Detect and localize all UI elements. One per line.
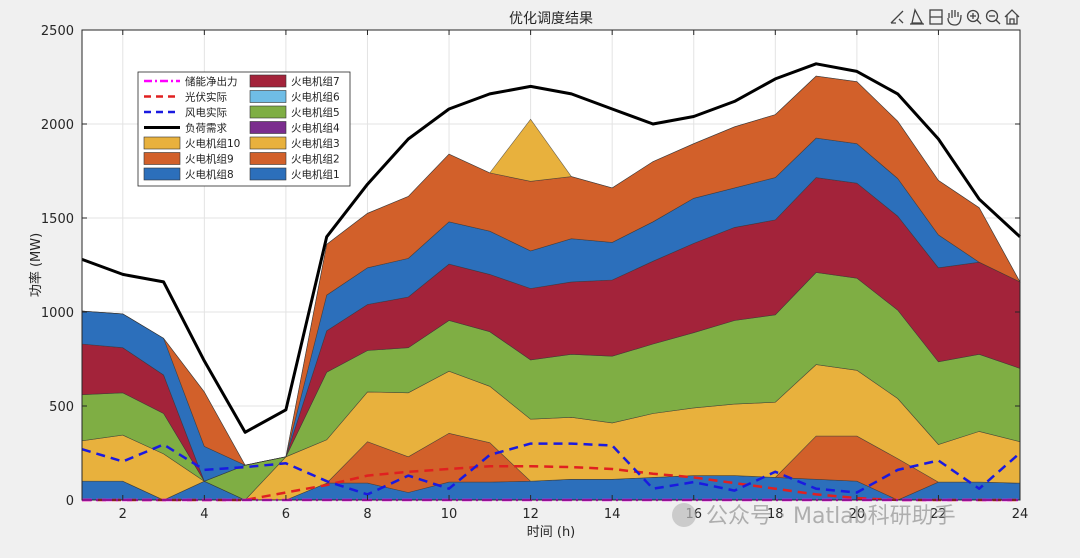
legend-label: 火电机组9 — [185, 153, 234, 166]
y-tick-label: 2500 — [41, 24, 74, 39]
legend-label: 火电机组7 — [291, 75, 340, 88]
x-tick-label: 22 — [930, 507, 947, 522]
legend-swatch — [249, 152, 287, 165]
x-tick-label: 14 — [604, 507, 621, 522]
y-tick-label: 1000 — [41, 306, 74, 321]
line-风电实际 — [81, 442, 1021, 496]
legend-swatch — [249, 121, 287, 134]
y-tick-label: 2000 — [41, 118, 74, 133]
legend-swatch — [249, 167, 287, 181]
line-负荷需求 — [81, 62, 1022, 434]
legend-label: 火电机组10 — [185, 137, 240, 150]
legend-swatch — [249, 74, 287, 88]
chart-title: 优化调度结果 — [509, 11, 593, 27]
rectangle-icon[interactable] — [929, 9, 943, 25]
watermark-text: 公众号 · Matlab科研助手 — [706, 504, 956, 529]
watermark: 公众号 · Matlab科研助手 — [672, 503, 956, 529]
x-tick-label: 18 — [767, 507, 784, 522]
x-tick-label: 12 — [522, 507, 539, 522]
legend-label: 火电机组4 — [291, 122, 340, 135]
legend-label: 储能净出力 — [185, 75, 238, 88]
legend-label: 火电机组8 — [185, 168, 234, 181]
legend-swatch — [143, 136, 181, 150]
legend-label: 负荷需求 — [185, 122, 227, 135]
legend-label: 火电机组5 — [291, 106, 340, 119]
legend-label: 光伏实际 — [185, 91, 227, 104]
home-icon[interactable] — [1004, 9, 1020, 25]
legend-swatch — [249, 105, 287, 119]
legend-swatch — [249, 136, 287, 150]
x-tick-label: 10 — [441, 507, 458, 522]
legend-label: 火电机组2 — [291, 153, 340, 166]
zoom-out-icon[interactable] — [985, 9, 1001, 25]
legend-label: 火电机组1 — [291, 168, 340, 181]
legend-swatch — [143, 167, 181, 181]
x-tick-label: 6 — [282, 507, 290, 522]
y-tick-label: 0 — [66, 494, 74, 509]
x-tick-label: 20 — [849, 507, 866, 522]
zoom-in-icon[interactable] — [966, 9, 982, 25]
axes-toolbar — [890, 8, 1020, 26]
legend-swatch — [143, 152, 181, 165]
x-tick-label: 2 — [119, 507, 127, 522]
legend-label: 火电机组6 — [291, 91, 340, 104]
datatip-icon[interactable] — [910, 8, 924, 25]
x-tick-label: 8 — [363, 507, 371, 522]
y-axis-ticks: 0 500 1000 1500 2000 2500 — [41, 24, 1020, 509]
y-axis-label: 功率 (MW) — [28, 233, 44, 297]
legend-swatch — [249, 90, 287, 103]
x-axis-label: 时间 (h) — [527, 525, 576, 540]
pan-hand-icon[interactable] — [947, 10, 962, 26]
x-tick-label: 4 — [200, 507, 208, 522]
y-tick-label: 500 — [49, 400, 74, 415]
brush-icon[interactable] — [890, 10, 904, 24]
x-tick-label: 24 — [1012, 507, 1029, 522]
axes-box — [81, 29, 1021, 501]
legend-label: 火电机组3 — [291, 137, 340, 150]
y-tick-label: 1500 — [41, 212, 74, 227]
legend-label: 风电实际 — [185, 106, 227, 119]
wechat-icon — [672, 503, 696, 527]
